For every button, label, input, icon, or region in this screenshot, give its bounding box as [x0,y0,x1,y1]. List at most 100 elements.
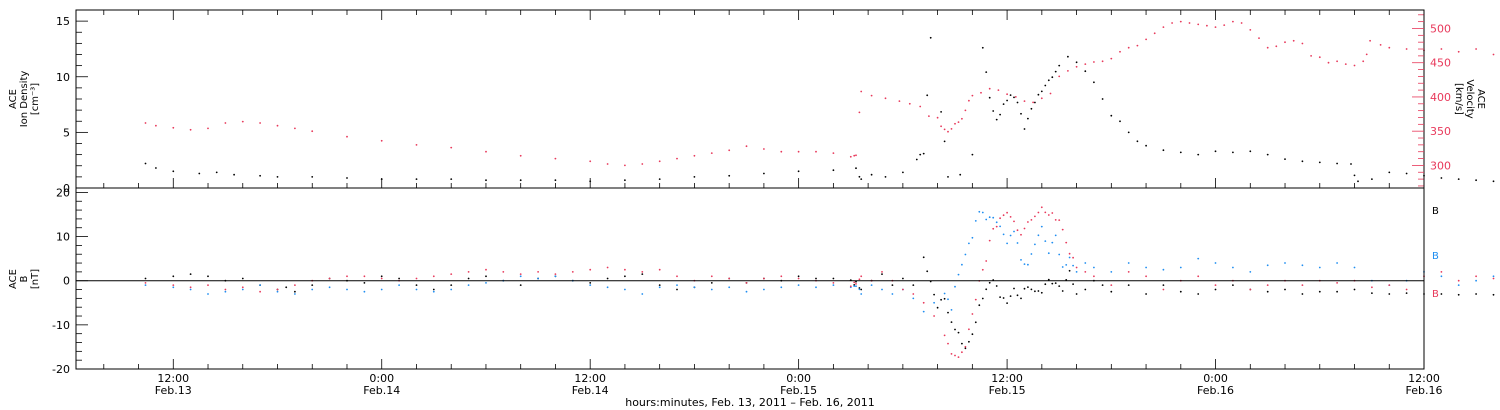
ion-density-series-point [860,178,863,181]
velocity-series-point [1084,63,1087,65]
b-bz-series-point [519,273,522,275]
ion-density-series-point [346,177,348,179]
velocity-series-point [870,94,873,97]
ion-density-series-point [1127,131,1130,134]
ion-density-series-point [1357,180,1359,183]
b-bx-series-point [1162,284,1165,286]
velocity-series-point [1023,100,1026,102]
b-bz-series-point [502,271,505,273]
b-by-series-point [207,293,209,295]
b-bx-series-point [432,288,435,291]
b-bz-series-point [1075,266,1078,269]
b-by-series-point [815,286,817,289]
velocity-series-point [1284,41,1286,44]
b-by-series-point [363,290,366,293]
y2-tick-label: 450 [1430,57,1451,70]
legend-label: B [1432,251,1439,262]
b-bx-series-point [1145,293,1147,295]
ion-density-series-point [855,167,857,170]
velocity-series-point [1101,60,1104,63]
b-bx-series-point [241,277,244,280]
velocity-series-point [658,160,661,163]
b-bz-series-point [1457,279,1460,282]
b-bz-series-point [259,290,261,293]
b-bz-series-point [1027,221,1029,223]
b-bx-series-point [658,284,661,286]
ion-density-series-point [144,162,147,165]
velocity-series [144,20,1495,167]
y-tick-label: -20 [52,363,70,376]
b-by-series-point [745,290,748,293]
b-bx-series-point [519,284,522,286]
b-bz-series-point [961,351,963,354]
b-by-series-point [276,290,279,293]
ion-density-series-point [919,153,922,156]
b-by-series-point [1013,230,1015,233]
ion-density-series-point [311,176,314,178]
x-tick-label-time: 0:00 [786,372,811,385]
bottom-panel-frame [75,187,1425,370]
velocity-series-point [1475,48,1477,50]
b-by-series-point [957,273,960,276]
b-bz-series-point [1405,288,1408,291]
velocity-series-point [849,155,852,158]
b-bz-series-point [1051,212,1054,214]
b-bz-series-point [276,288,279,291]
x-tick-label-time: 0:00 [369,372,394,385]
velocity-series-point [1344,63,1347,65]
b-bx-series-point [1051,282,1054,285]
velocity-series-point [241,120,244,123]
velocity-series-point [311,130,314,133]
b-bz-series-point [957,356,960,358]
b-by-series-point [554,275,557,278]
ion-density-series-point [1179,151,1182,154]
ion-density-series-point [985,71,988,73]
b-bx-series-point [1457,293,1460,296]
b-bx-series-point [860,288,863,291]
b-bx-series-point [1266,290,1269,293]
legend-by: B [1432,251,1439,262]
b-bz-series-point [954,354,956,357]
ion-density-series-point [929,36,932,39]
b-by-series-point [950,309,953,311]
b-bz-series-point [1006,211,1008,214]
b-bz-series-point [745,282,748,284]
b-bz-series-point [968,328,970,331]
ion-density-series-point [1119,120,1121,123]
b-bz-series-point [971,313,974,315]
b-bz-series-point [763,277,765,280]
b-bz-series-point [363,275,366,278]
b-bx-series-point [1040,291,1043,294]
b-bz-series-point [992,227,995,230]
legend-bx: B [1432,206,1439,217]
velocity-series-point [1318,56,1321,59]
b-bx-series-point [1020,297,1022,300]
velocity-series-point [380,139,383,142]
b-bz-series-point [964,345,967,348]
velocity-series-point [968,99,970,102]
b-bx-series-point [971,333,974,336]
velocity-series-point [997,89,1000,91]
ion-density-series-point [797,170,800,173]
b-bx-series-point [380,275,383,278]
b-by-series-point [1002,233,1005,236]
b-bz-series-point [1047,214,1050,216]
b-bz-series-point [380,277,383,280]
ion-density-series-point [276,176,279,178]
b-bz-series-point [207,284,209,286]
b-bz-series-point [676,275,678,278]
velocity-series-point [728,149,731,152]
b-bz-series-point [1040,206,1043,209]
b-by-series-point [1440,275,1443,278]
b-bx-series-point [1388,293,1391,295]
b-by-series-point [981,211,984,214]
y-tick-label: 10 [56,231,70,244]
velocity-series-point [1258,37,1260,39]
b-field-axis-label-line: ACE [8,269,19,289]
b-bx-series-point [415,284,418,286]
velocity-series-point [745,145,748,148]
b-field-axis-label-line: B [19,275,30,282]
ion-density-series-point [1353,174,1356,177]
b-by-series-point [891,293,894,295]
